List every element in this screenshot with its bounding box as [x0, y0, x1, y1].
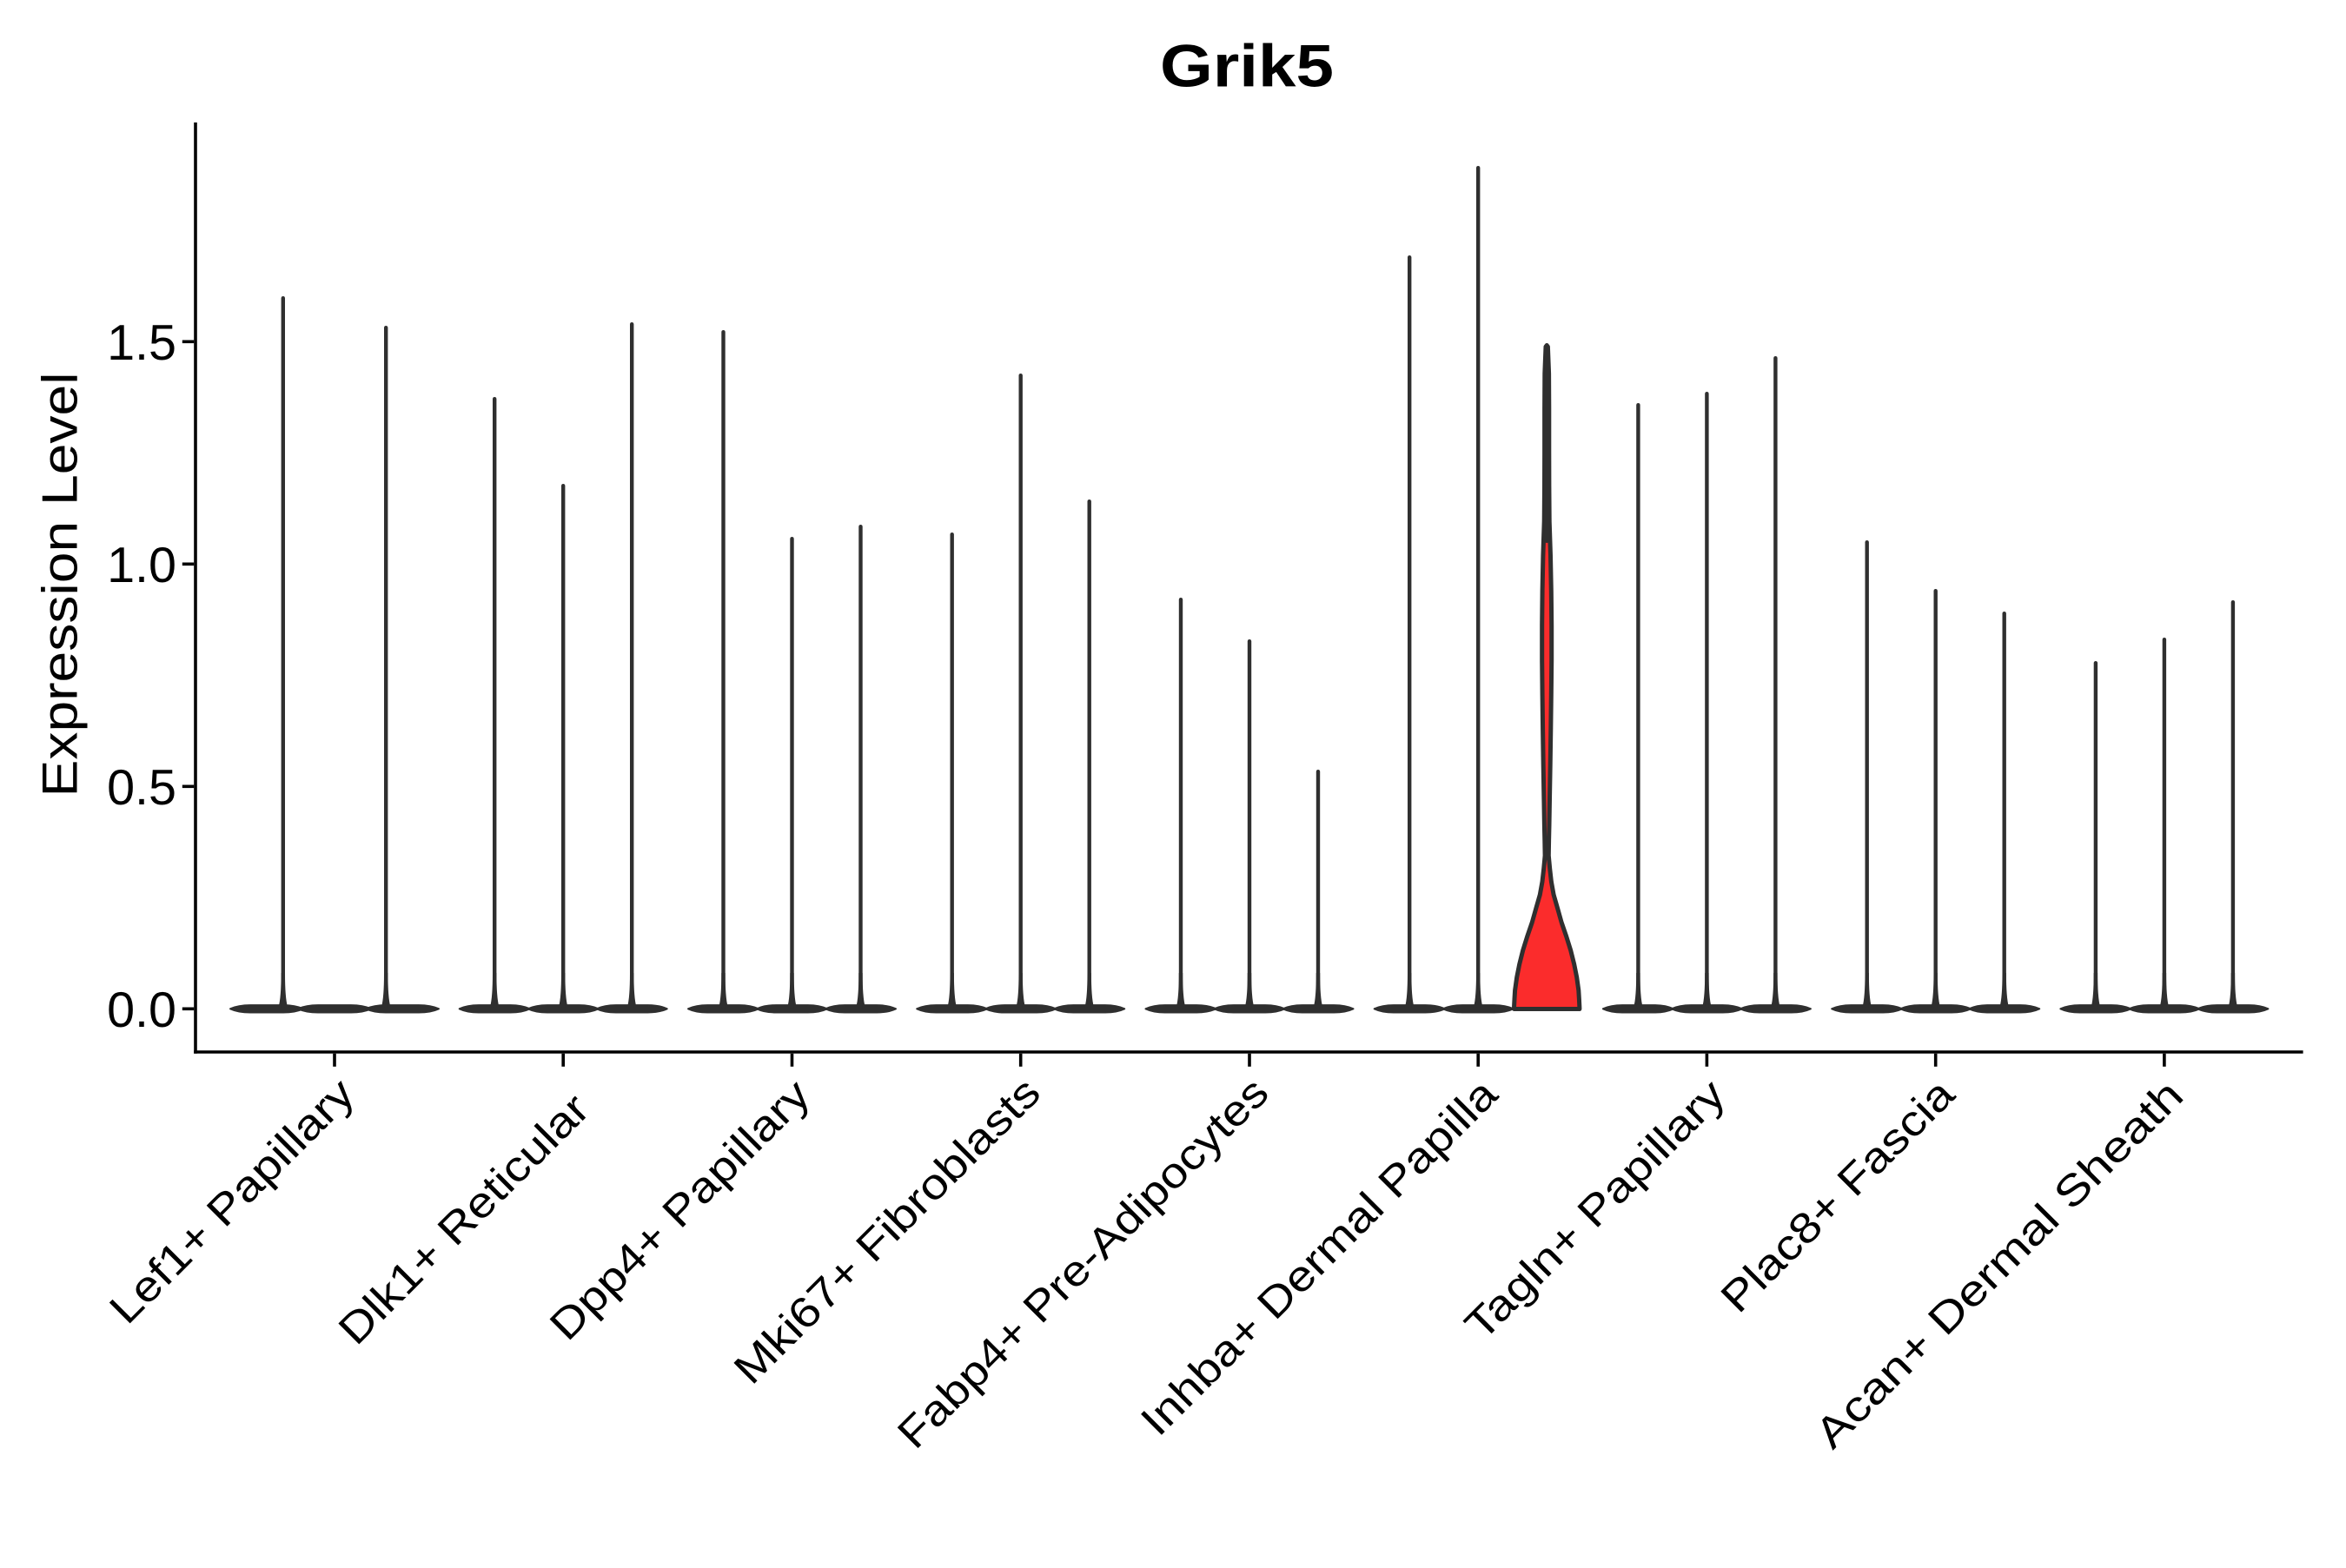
svg-text:1.0: 1.0: [107, 538, 176, 593]
svg-text:Grik5: Grik5: [1160, 33, 1334, 100]
svg-text:1.5: 1.5: [107, 315, 176, 371]
svg-text:0.5: 0.5: [107, 760, 176, 816]
svg-text:0.0: 0.0: [107, 982, 176, 1038]
svg-text:Expression Level: Expression Level: [33, 372, 89, 797]
